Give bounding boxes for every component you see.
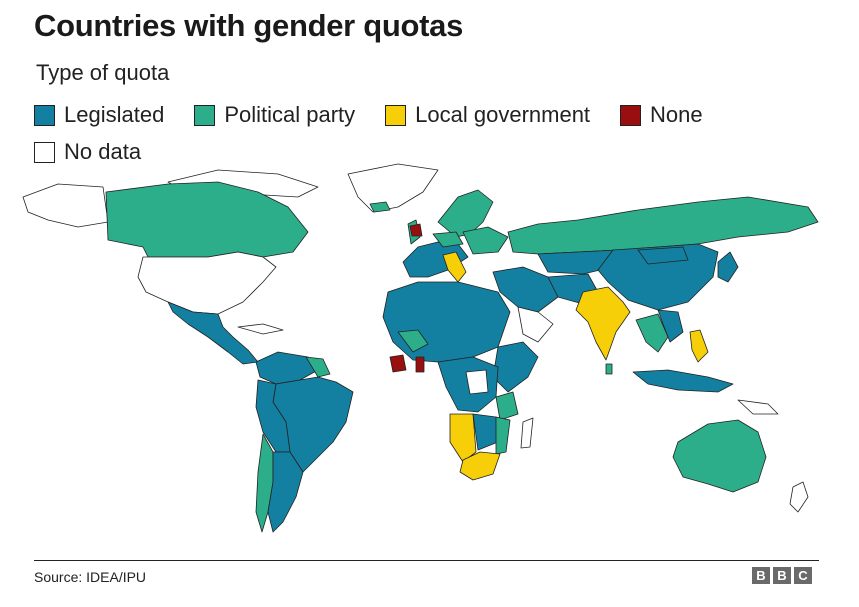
map-region-southern-africa-mid [472,413,499,451]
map-region-alaska [22,183,109,228]
map-region-japan-korea [717,251,739,283]
map-region-argentina [267,451,304,533]
map-region-vietnam-laos [657,309,684,343]
source-text: Source: IDEA/IPU [34,569,147,585]
bbc-logo-b2: B [773,567,791,584]
map-region-philippines [689,329,709,363]
map-region-madagascar [520,417,534,449]
map-region-angola-namibia [449,413,477,463]
map-region-middle-east [492,266,559,313]
map-region-se-asia [635,313,669,353]
map-region-arabia [517,306,554,343]
legend-label-local-government: Local government [415,102,591,127]
legend-subtitle: Type of quota [36,60,170,85]
legend-item-none: None [620,102,703,128]
map-region-india [575,286,631,361]
legend: Legislated Political party Local governm… [34,100,834,174]
map-region-guyana [305,356,331,378]
legend-label-legislated: Legislated [64,102,165,127]
map-region-west-africa-party [397,329,429,353]
legend-label-none: None [650,102,703,127]
footer-divider [34,560,819,561]
legend-item-local-government: Local government [385,102,590,128]
legend-item-no-data: No data [34,139,141,165]
map-region-usa [137,251,277,315]
legend-swatch-political-party [194,104,216,126]
map-region-eastern-europe [462,226,509,255]
legend-item-political-party: Political party [194,102,355,128]
map-region-sri-lanka [605,363,613,375]
map-region-north-africa [382,281,511,363]
map-region-colombia-venezuela [255,351,319,385]
map-region-east-africa [492,341,539,393]
legend-label-political-party: Political party [224,102,356,127]
bbc-logo-b1: B [752,567,770,584]
map-region-germany [432,231,464,248]
bbc-logo-c: C [794,567,812,584]
map-region-tanzania-party [495,391,519,421]
map-region-new-zealand [789,481,809,513]
bbc-logo: B B C [752,567,812,584]
legend-label-no-data: No data [64,139,142,164]
legend-swatch-no-data [34,141,55,163]
world-map: .nodata { fill: #ffffff; } .party { fill… [22,163,819,533]
legend-swatch-local-government [385,104,407,126]
map-region-south-africa [459,451,501,481]
map-region-drc-nodata [465,369,489,395]
map-region-caribbean [237,323,284,335]
map-region-russia [507,196,819,255]
map-region-hungary [409,223,423,237]
legend-swatch-none [620,104,642,126]
legend-swatch-legislated [34,104,55,126]
map-region-iceland [369,201,391,213]
map-region-canada [105,181,309,258]
map-region-china [597,243,719,311]
legend-item-legislated: Legislated [34,102,164,128]
page-title: Countries with gender quotas [34,8,464,43]
map-region-mozambique [495,416,511,455]
map-region-ghana [415,356,425,373]
map-region-west-africa-none [389,354,407,373]
map-region-mongolia [637,246,689,265]
map-region-greenland [347,163,439,213]
map-region-italy [442,251,467,283]
map-region-western-europe [402,241,469,278]
map-region-indonesia [632,369,734,393]
map-region-png [737,399,779,415]
map-region-australia [672,419,767,493]
